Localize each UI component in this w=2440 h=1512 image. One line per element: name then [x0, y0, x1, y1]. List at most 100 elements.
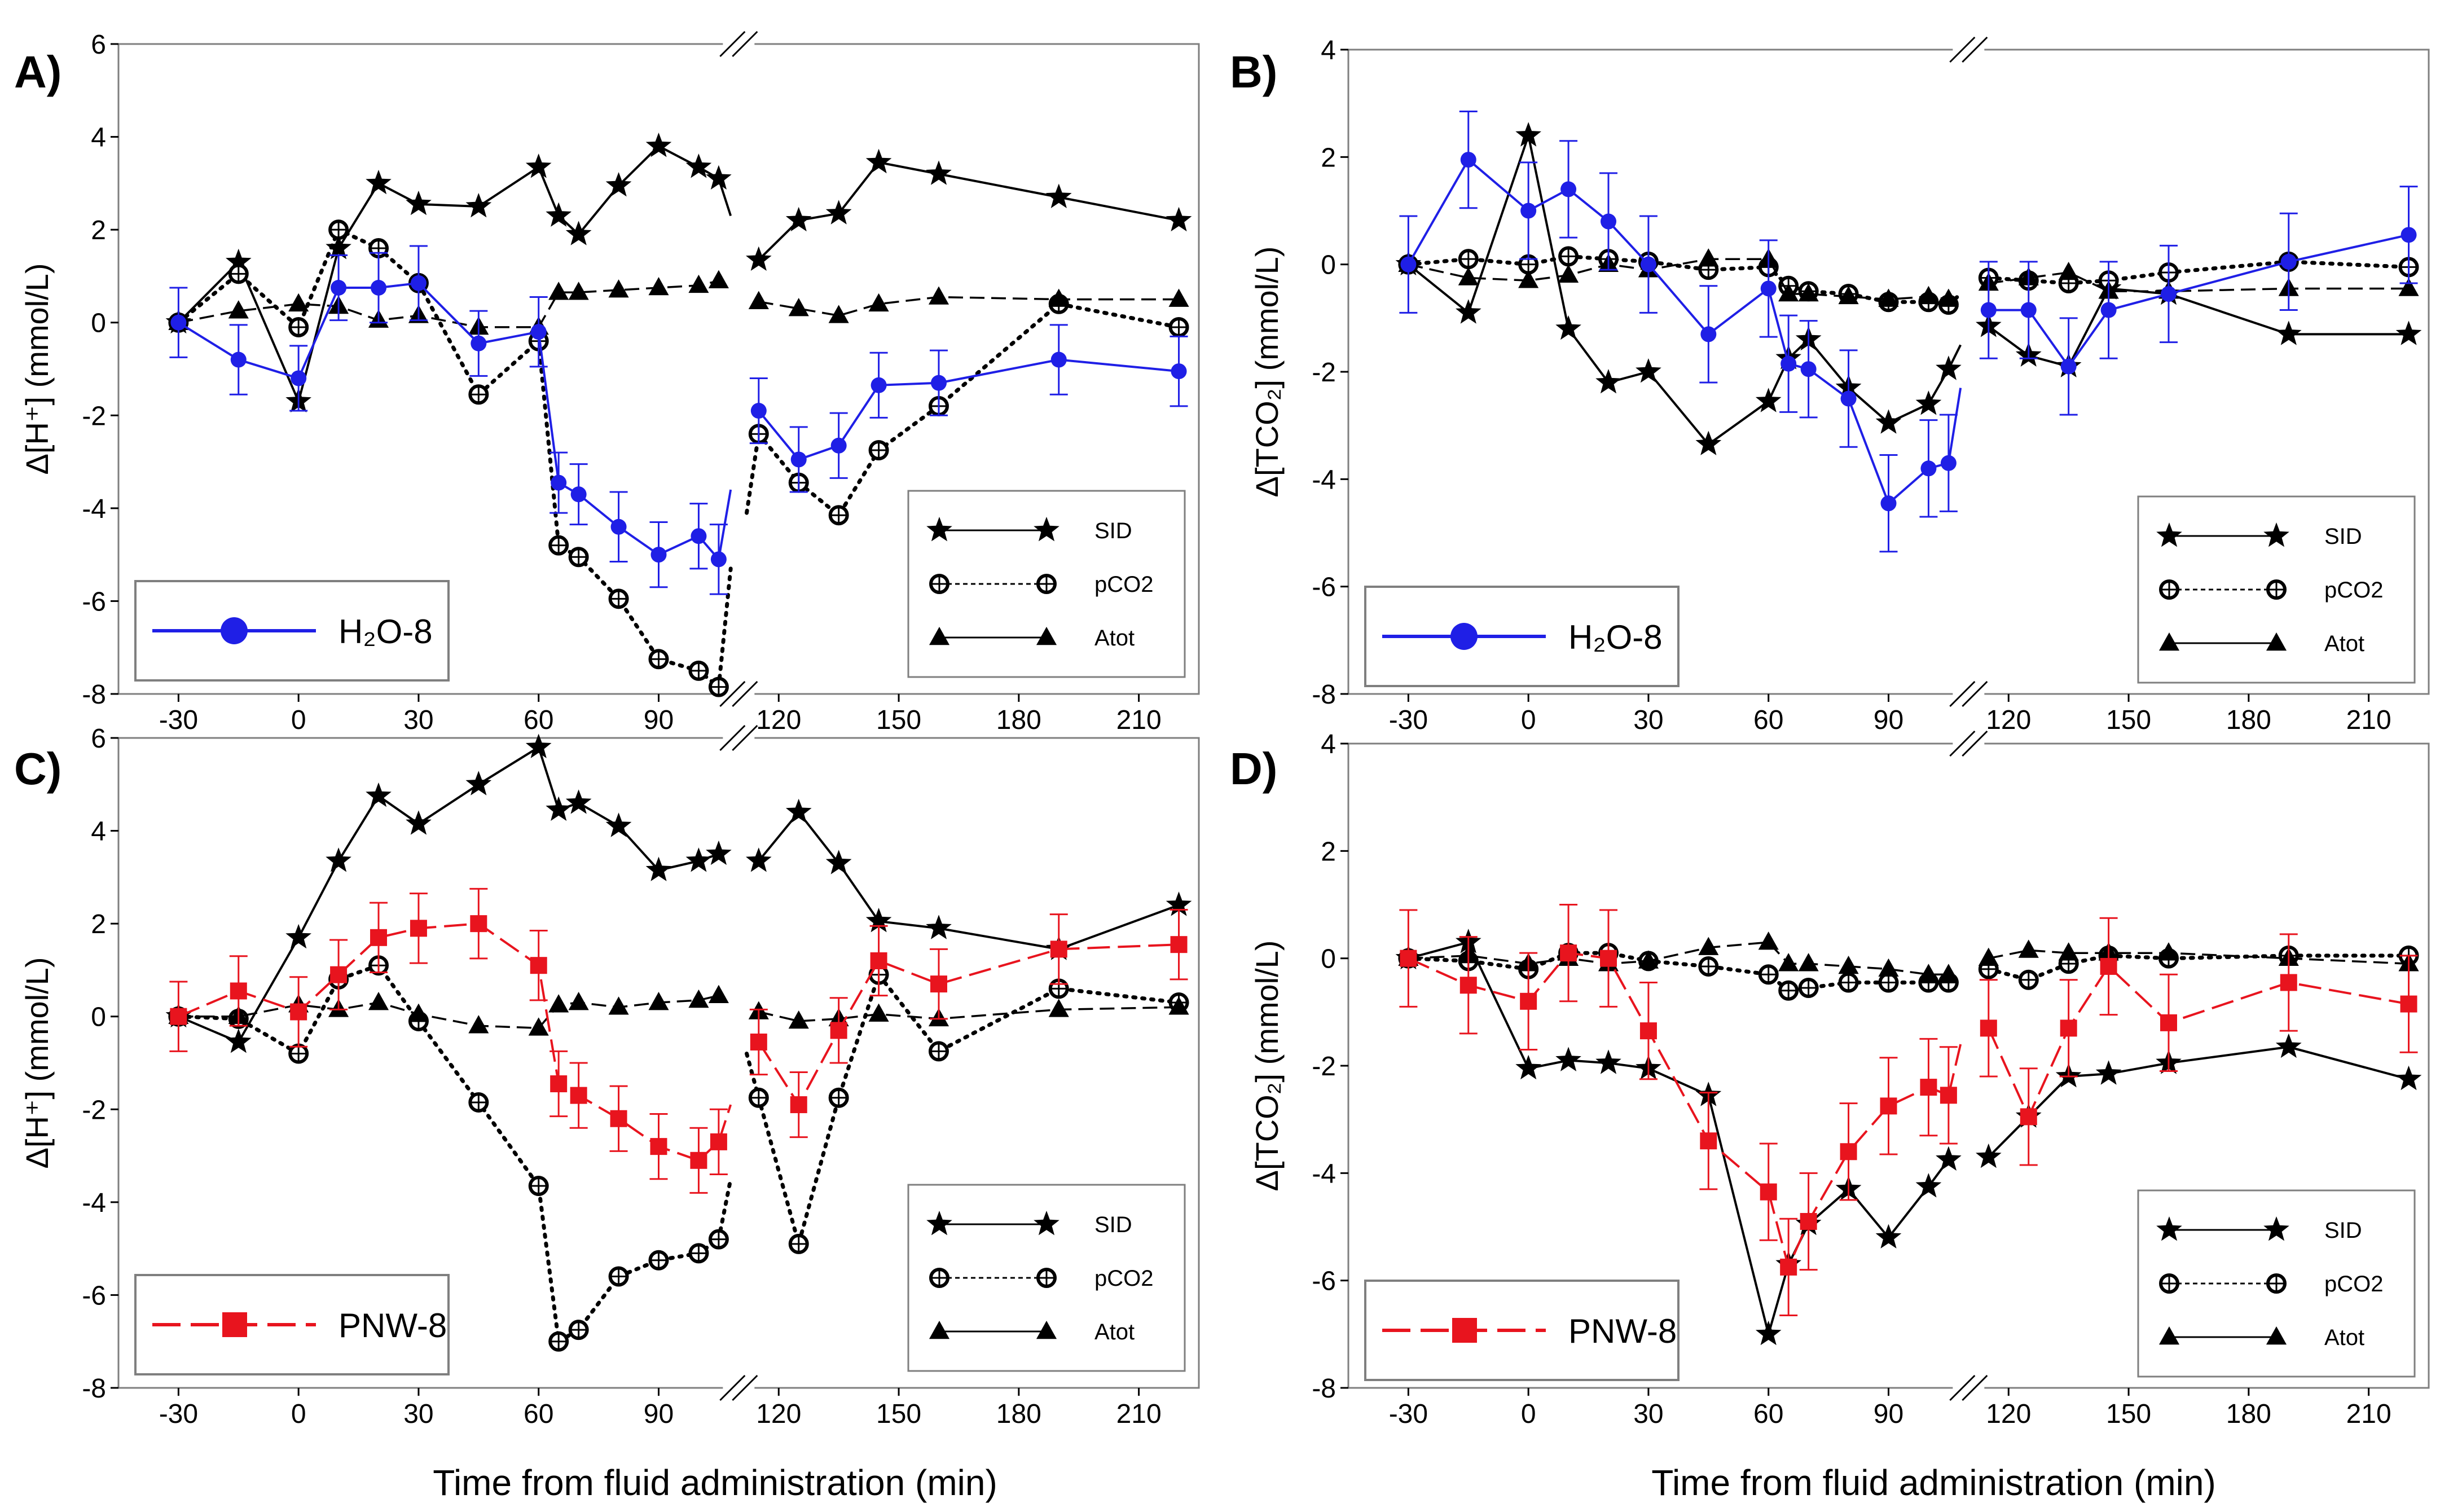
- panel-label: D): [1230, 744, 1277, 794]
- x-tick-label: -30: [159, 1399, 198, 1429]
- data-point: [1880, 1097, 1897, 1115]
- data-point: [2160, 286, 2177, 302]
- data-point: [371, 280, 387, 296]
- data-point: [828, 505, 849, 526]
- y-tick-label: -8: [82, 680, 106, 710]
- data-point: [230, 982, 247, 1000]
- data-point: [546, 796, 571, 821]
- data-point: [2020, 302, 2037, 318]
- data-point: [868, 440, 889, 460]
- data-point: [1698, 956, 1719, 977]
- data-point: [748, 1087, 769, 1108]
- data-point: [228, 300, 249, 319]
- data-point: [330, 966, 348, 983]
- data-point: [1171, 363, 1187, 380]
- data-point: [525, 733, 552, 758]
- y-tick-label: 4: [91, 817, 106, 847]
- y-tick-label: -8: [1312, 1374, 1336, 1404]
- data-point: [1918, 285, 1939, 305]
- data-point: [471, 335, 487, 351]
- data-point: [1875, 1224, 1902, 1249]
- legend-marker-pco2: [2266, 1273, 2287, 1294]
- data-point: [865, 148, 892, 174]
- legend-marker-sid: [926, 517, 952, 542]
- data-point: [1778, 283, 1799, 302]
- data-point: [1700, 1132, 1717, 1150]
- legend-marker-sid: [2156, 1216, 2182, 1241]
- x-tick-label: 0: [291, 705, 306, 735]
- data-point: [548, 1331, 569, 1352]
- y-tick-label: 0: [1321, 250, 1336, 280]
- data-point: [830, 437, 847, 454]
- data-point: [1400, 256, 1417, 272]
- data-point: [565, 789, 592, 814]
- series-line: [1407, 158, 1949, 506]
- data-point: [1636, 358, 1661, 383]
- x-tick-label: 150: [876, 705, 921, 735]
- data-point: [1880, 495, 1897, 512]
- legend-marker-atot: [2266, 1326, 2287, 1345]
- data-point: [1048, 999, 1069, 1017]
- data-point: [2158, 942, 2179, 961]
- data-point: [1838, 285, 1859, 305]
- data-point: [648, 649, 669, 670]
- data-point: [170, 314, 187, 331]
- data-point: [868, 293, 889, 312]
- x-tick-label: 120: [756, 705, 801, 735]
- data-point: [608, 279, 629, 298]
- legend-label-atot: Atot: [2324, 631, 2364, 656]
- data-point: [328, 219, 349, 240]
- x-tick-label: 30: [403, 705, 433, 735]
- legend-marker-treatment: [1450, 623, 1478, 650]
- data-point: [610, 518, 627, 535]
- data-point: [1698, 248, 1719, 267]
- data-point: [326, 235, 351, 260]
- data-point: [2160, 1014, 2177, 1031]
- legend-label-treatment: H₂O-8: [338, 613, 433, 650]
- data-point: [1560, 944, 1577, 962]
- data-point: [1798, 978, 1819, 999]
- data-point: [648, 1250, 669, 1271]
- data-point: [1601, 213, 1617, 230]
- y-tick-label: 4: [1321, 729, 1336, 759]
- axis-break-mark: [719, 30, 746, 58]
- x-tick-label: 180: [2226, 1399, 2271, 1429]
- data-point: [608, 996, 629, 1015]
- data-point: [605, 172, 632, 197]
- data-point: [1458, 249, 1479, 270]
- series-legend: SID pCO2 Atot: [2137, 495, 2416, 684]
- data-point: [685, 153, 712, 178]
- data-point: [1170, 936, 1188, 953]
- data-point: [1915, 390, 1942, 415]
- legend-marker-sid: [2263, 522, 2289, 547]
- data-point: [2058, 261, 2079, 280]
- data-point: [1875, 409, 1902, 434]
- data-point: [1878, 288, 1899, 307]
- data-point: [2060, 1019, 2077, 1037]
- series-line: [758, 810, 1180, 951]
- data-point: [285, 924, 311, 949]
- series-line: [178, 994, 719, 1030]
- data-point: [865, 908, 892, 933]
- data-point: [331, 280, 347, 296]
- data-point: [570, 1087, 587, 1104]
- y-tick-label: 4: [1321, 36, 1336, 65]
- legend-label-pco2: pCO2: [2324, 578, 2384, 603]
- data-point: [1560, 181, 1577, 197]
- x-tick-label: 90: [644, 1399, 674, 1429]
- data-point: [570, 486, 587, 503]
- data-point: [1698, 937, 1719, 955]
- data-point: [291, 370, 307, 386]
- series-line: [178, 922, 720, 1162]
- y-axis-title: Δ[H⁺] (mmol/L): [19, 263, 55, 475]
- x-tick-label: 30: [1633, 705, 1663, 735]
- data-point: [750, 403, 767, 419]
- y-tick-label: 2: [1321, 143, 1336, 173]
- data-point: [2398, 278, 2419, 296]
- data-point: [1555, 1047, 1581, 1071]
- data-point: [1798, 283, 1819, 302]
- axis-break-mark: [1962, 1374, 1988, 1401]
- legend-label-atot: Atot: [1094, 1320, 1135, 1344]
- data-point: [608, 1266, 629, 1287]
- data-point: [408, 1003, 429, 1022]
